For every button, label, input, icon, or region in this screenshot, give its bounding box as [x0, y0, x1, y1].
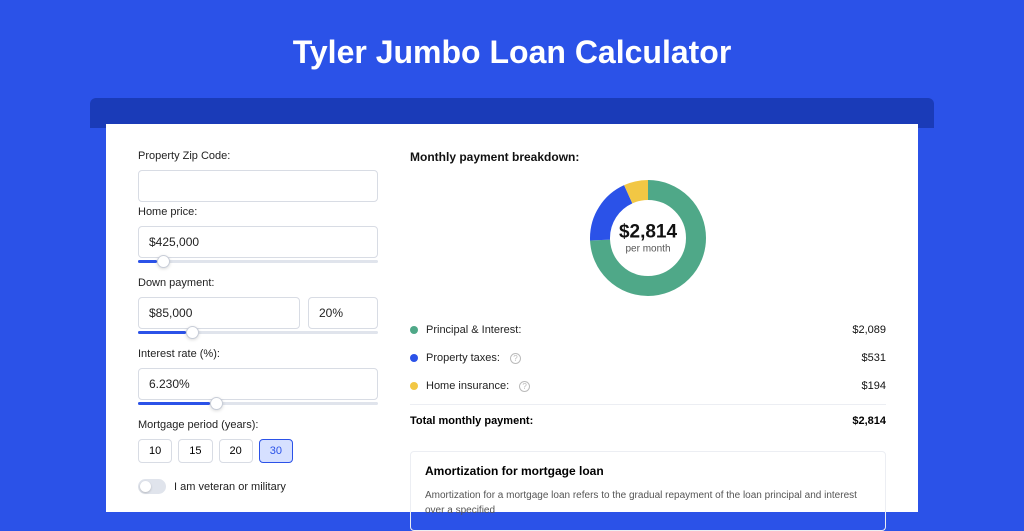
slider-thumb[interactable]: [186, 326, 199, 339]
total-label: Total monthly payment:: [410, 415, 533, 427]
amortization-text: Amortization for a mortgage loan refers …: [425, 488, 871, 518]
interest-label: Interest rate (%):: [138, 348, 378, 360]
period-btn-20[interactable]: 20: [219, 439, 253, 463]
legend-label: Principal & Interest:: [426, 324, 521, 336]
legend-row-principal: Principal & Interest: $2,089: [410, 316, 886, 344]
legend-label: Property taxes:: [426, 352, 500, 364]
down-payment-pct-input[interactable]: [308, 297, 378, 329]
legend-row-taxes: Property taxes: ? $531: [410, 344, 886, 372]
period-label: Mortgage period (years):: [138, 419, 378, 431]
form-column: Property Zip Code: Home price: Down paym…: [138, 150, 378, 512]
donut-amount: $2,814: [619, 222, 677, 244]
amortization-title: Amortization for mortgage loan: [425, 464, 871, 478]
total-value: $2,814: [852, 415, 886, 427]
info-icon[interactable]: ?: [510, 353, 521, 364]
home-price-input[interactable]: [138, 226, 378, 258]
legend-dot: [410, 382, 418, 390]
donut-sub: per month: [619, 244, 677, 255]
home-price-label: Home price:: [138, 206, 378, 218]
down-payment-label: Down payment:: [138, 277, 378, 289]
down-payment-slider[interactable]: [138, 331, 378, 334]
legend-value: $2,089: [852, 324, 886, 336]
period-btn-15[interactable]: 15: [178, 439, 212, 463]
legend-dot: [410, 326, 418, 334]
zip-input[interactable]: [138, 170, 378, 202]
home-price-slider[interactable]: [138, 260, 378, 263]
interest-slider[interactable]: [138, 402, 378, 405]
calculator-card: Property Zip Code: Home price: Down paym…: [106, 124, 918, 512]
legend-row-insurance: Home insurance: ? $194: [410, 372, 886, 400]
total-row: Total monthly payment: $2,814: [410, 404, 886, 437]
slider-thumb[interactable]: [210, 397, 223, 410]
amortization-box: Amortization for mortgage loan Amortizat…: [410, 451, 886, 531]
slider-thumb[interactable]: [157, 255, 170, 268]
legend-value: $531: [862, 352, 886, 364]
zip-label: Property Zip Code:: [138, 150, 378, 162]
legend-value: $194: [862, 380, 886, 392]
legend-dot: [410, 354, 418, 362]
period-button-group: 10 15 20 30: [138, 439, 378, 463]
donut-chart: $2,814 per month: [410, 178, 886, 298]
info-icon[interactable]: ?: [519, 381, 530, 392]
period-btn-30[interactable]: 30: [259, 439, 293, 463]
down-payment-input[interactable]: [138, 297, 300, 329]
page-title: Tyler Jumbo Loan Calculator: [0, 0, 1024, 95]
breakdown-title: Monthly payment breakdown:: [410, 150, 886, 164]
legend-label: Home insurance:: [426, 380, 509, 392]
breakdown-column: Monthly payment breakdown: $2,814 per mo…: [410, 150, 886, 512]
veteran-label: I am veteran or military: [174, 481, 286, 493]
veteran-toggle[interactable]: [138, 479, 166, 494]
veteran-row: I am veteran or military: [138, 479, 378, 494]
period-btn-10[interactable]: 10: [138, 439, 172, 463]
interest-input[interactable]: [138, 368, 378, 400]
